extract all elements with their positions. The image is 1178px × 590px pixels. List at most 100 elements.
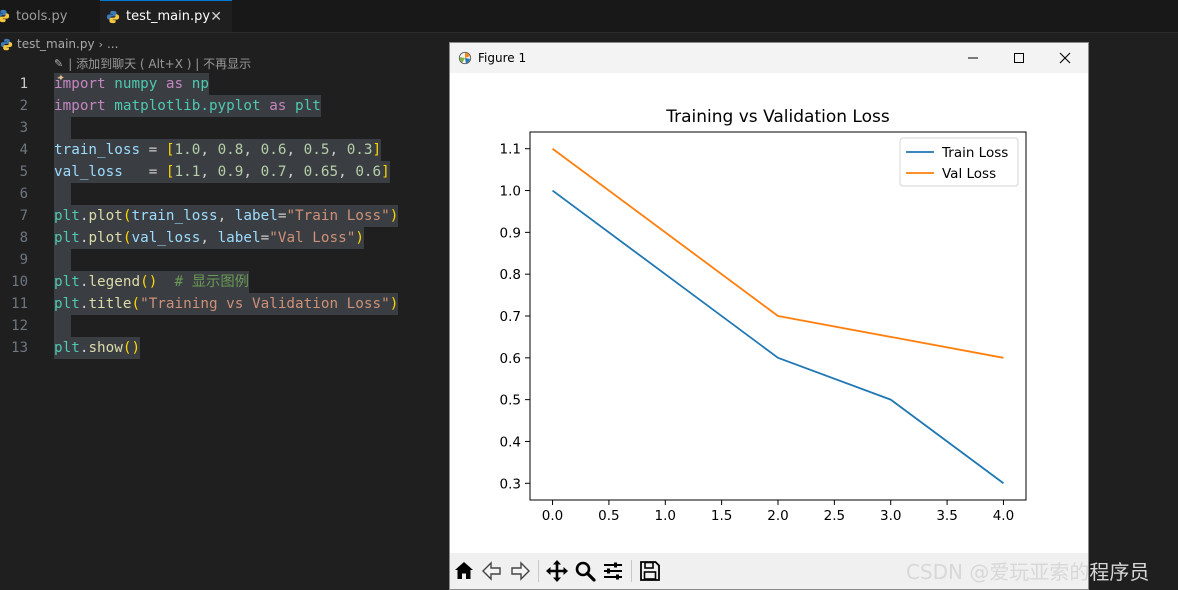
code-token: "Val Loss"	[269, 230, 356, 246]
zoom-magnifier-icon[interactable]	[571, 556, 599, 586]
code-line[interactable]: 9	[0, 249, 440, 271]
code-line[interactable]: 2 import matplotlib.pyplot as plt	[0, 95, 440, 117]
figure-canvas[interactable]: Training vs Validation Loss 0.0 0.5 1.0 1.5 2…	[450, 73, 1088, 553]
line-number: 2	[19, 98, 28, 114]
code-text	[54, 249, 72, 271]
code-token: )	[389, 208, 399, 224]
code-token: train_loss	[131, 208, 218, 224]
code-line[interactable]: 13 plt.show()	[0, 337, 440, 359]
code-line[interactable]: 5 val_loss = [1.1, 0.9, 0.7, 0.65, 0.6]	[0, 161, 440, 183]
code-token: ,	[286, 164, 304, 180]
code-token: 0.6	[260, 142, 287, 158]
code-token	[183, 76, 192, 92]
code-editor[interactable]: 1 import numpy as np ✦ 2 import matplotlib.p…	[0, 70, 440, 359]
figure-title-bar[interactable]: Figure 1	[450, 43, 1088, 73]
code-line[interactable]: 8 plt.plot(val_loss, label="Val Loss")	[0, 227, 440, 249]
code-token: np	[191, 76, 209, 92]
line-number: 6	[19, 186, 28, 202]
back-arrow-icon[interactable]	[478, 556, 506, 586]
code-text: plt.plot(val_loss, label="Val Loss")	[54, 227, 364, 249]
code-token: legend	[88, 274, 141, 290]
code-token: 0.8	[217, 142, 244, 158]
breadcrumb-file[interactable]: test_main.py	[17, 37, 95, 51]
code-line[interactable]: 6	[0, 183, 440, 205]
tab-test-main-py[interactable]: test_main.py ✕	[100, 0, 232, 32]
code-token: title	[88, 296, 132, 312]
x-tick-label: 4.0	[993, 508, 1014, 524]
code-token: ,	[243, 164, 261, 180]
code-token: plt	[54, 340, 80, 356]
legend-label: Val Loss	[942, 166, 996, 182]
code-token: label	[234, 208, 278, 224]
line-number: 12	[11, 318, 28, 334]
code-line[interactable]: 1 import numpy as np ✦	[0, 70, 440, 95]
code-token: plt	[54, 230, 80, 246]
code-lens: ✎ | 添加到聊天 ( Alt+X ) | 不再显示	[54, 54, 251, 72]
code-token: plt	[54, 296, 80, 312]
breadcrumb-more[interactable]: ...	[106, 37, 119, 51]
code-token	[157, 76, 166, 92]
maximize-icon[interactable]	[996, 43, 1042, 73]
code-line[interactable]: 11 plt.title("Training vs Validation Loss…	[0, 293, 440, 315]
configure-subplots-icon[interactable]	[599, 556, 627, 586]
python-file-icon	[106, 10, 120, 23]
code-text	[54, 315, 72, 337]
code-token: "Training vs Validation Loss"	[140, 296, 390, 312]
code-text: plt.show()	[54, 337, 141, 359]
save-disk-icon[interactable]	[636, 556, 664, 586]
code-token: 0.65	[303, 164, 339, 180]
y-tick-label: 1.1	[500, 142, 521, 158]
code-line[interactable]: 4 train_loss = [1.0, 0.8, 0.6, 0.5, 0.3]	[0, 139, 440, 161]
code-lens-text[interactable]: | 添加到聊天 ( Alt+X ) | 不再显示	[68, 56, 252, 71]
window-controls	[950, 43, 1088, 73]
code-token: plt	[54, 274, 80, 290]
lightbulb-icon[interactable]: ✦	[57, 70, 65, 85]
code-line[interactable]: 12	[0, 315, 440, 337]
y-tick-label: 0.5	[500, 393, 521, 409]
minimize-icon[interactable]	[950, 43, 996, 73]
python-file-icon	[0, 38, 13, 50]
code-token: 0.7	[260, 164, 287, 180]
line-number: 7	[19, 208, 28, 224]
code-token: plot	[88, 208, 123, 224]
editor-tab-bar: tools.py test_main.py ✕	[0, 0, 1178, 33]
code-token: [	[165, 164, 175, 180]
code-token: plt	[54, 208, 80, 224]
legend-label: Train Loss	[941, 145, 1008, 161]
tab-label: test_main.py	[126, 9, 211, 24]
code-line[interactable]: 7 plt.plot(train_loss, label="Train Loss"…	[0, 205, 440, 227]
code-token: ,	[243, 142, 261, 158]
figure-window[interactable]: Figure 1 Training vs Validation Loss 0.0 0…	[449, 42, 1089, 590]
pan-move-icon[interactable]	[543, 556, 571, 586]
code-token: =	[260, 230, 270, 246]
close-icon[interactable]	[1042, 43, 1088, 73]
code-token: ,	[217, 208, 235, 224]
tab-tools-py[interactable]: tools.py	[0, 0, 100, 32]
code-token: ()	[140, 274, 158, 290]
code-token: 0.6	[355, 164, 382, 180]
y-tick-label: 0.4	[500, 434, 521, 450]
line-number: 1	[19, 76, 28, 92]
code-line[interactable]: 3	[0, 117, 440, 139]
home-icon[interactable]	[450, 556, 478, 586]
navigation-toolbar	[450, 553, 1088, 589]
x-tick-label: 2.0	[767, 508, 788, 524]
python-file-icon	[0, 9, 10, 23]
code-line[interactable]: 10 plt.legend() # 显示图例	[0, 271, 440, 293]
code-token	[106, 98, 115, 114]
y-tick-label: 0.6	[500, 351, 521, 367]
close-icon[interactable]: ✕	[210, 8, 222, 25]
y-tick-label: 0.8	[500, 267, 521, 283]
code-token: ,	[200, 230, 218, 246]
chart-title: Training vs Validation Loss	[665, 107, 890, 127]
forward-arrow-icon[interactable]	[506, 556, 534, 586]
code-token: ,	[286, 142, 304, 158]
code-token: val_loss	[131, 230, 201, 246]
code-text: import numpy as np	[54, 73, 209, 95]
code-token: .	[79, 340, 89, 356]
code-token: plot	[88, 230, 123, 246]
code-token: (	[122, 230, 132, 246]
code-token	[261, 98, 270, 114]
code-text	[54, 117, 72, 139]
code-token: 0.5	[303, 142, 330, 158]
